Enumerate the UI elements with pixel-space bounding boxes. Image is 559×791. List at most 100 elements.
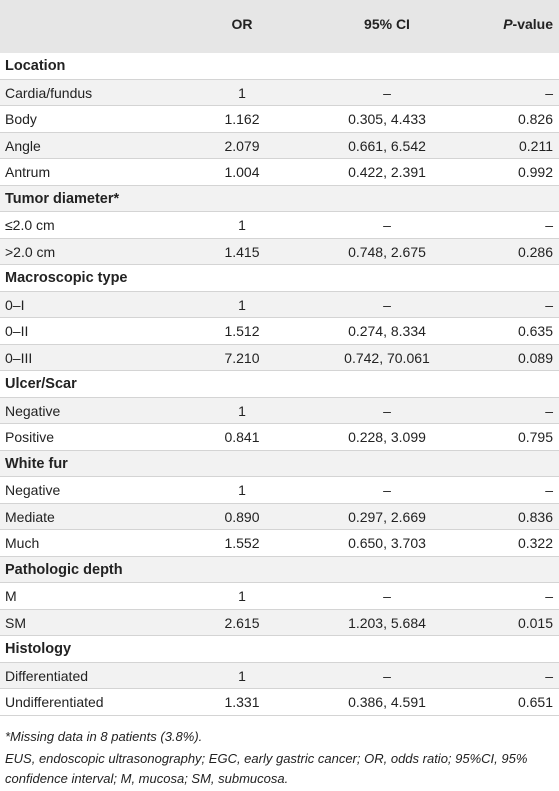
header-or: OR: [231, 16, 253, 32]
section-row: Pathologic depth: [0, 556, 559, 583]
cell-p-value: 0.992: [517, 164, 553, 180]
cell-or: 2.079: [224, 137, 260, 154]
section-row: Histology: [0, 636, 559, 663]
table-row: Differentiated 1 – –: [0, 662, 559, 689]
row-label: Body: [5, 111, 37, 127]
cell-p-value: –: [545, 217, 553, 233]
row-label: Undifferentiated: [5, 694, 104, 710]
cell-or: 1: [238, 667, 246, 684]
cell-p-value: 0.015: [517, 614, 553, 631]
cell-or: 1: [238, 402, 246, 419]
table-row: Mediate 0.890 0.297, 2.669 0.836: [0, 503, 559, 530]
cell-p-value: 0.795: [517, 429, 553, 445]
row-label: 0–II: [5, 323, 29, 339]
footnote-abbreviations: EUS, endoscopic ultrasonography; EGC, ea…: [5, 751, 528, 786]
cell-p-value: 0.635: [517, 323, 553, 339]
table-row: >2.0 cm 1.415 0.748, 2.675 0.286: [0, 238, 559, 265]
row-label: ≤2.0 cm: [5, 217, 55, 233]
table-row: Undifferentiated 1.331 0.386, 4.591 0.651: [0, 689, 559, 716]
row-label: SM: [5, 614, 26, 631]
table-row: 0–I 1 – –: [0, 291, 559, 318]
header-p-suffix: -value: [512, 16, 553, 32]
cell-ci: 0.422, 2.391: [348, 164, 426, 180]
cell-p-value: 0.651: [517, 694, 553, 710]
cell-ci: –: [383, 296, 391, 313]
row-label: M: [5, 588, 17, 604]
cell-or: 1.004: [224, 164, 260, 180]
row-label: Mediate: [5, 508, 55, 525]
section-label: White fur: [5, 455, 68, 472]
cell-or: 0.890: [224, 508, 260, 525]
section-row: Ulcer/Scar: [0, 371, 559, 398]
row-label: 0–I: [5, 296, 25, 313]
section-label: Pathologic depth: [5, 561, 123, 578]
table-row: Angle 2.079 0.661, 6.542 0.211: [0, 132, 559, 159]
cell-p-value: –: [545, 296, 553, 313]
cell-ci: 0.742, 70.061: [344, 349, 430, 366]
cell-or: 1.331: [224, 694, 260, 710]
row-label: Angle: [5, 137, 41, 154]
cell-or: 1: [238, 588, 246, 604]
cell-ci: 1.203, 5.684: [348, 614, 426, 631]
cell-or: 1: [238, 482, 246, 498]
table-row: Antrum 1.004 0.422, 2.391 0.992: [0, 159, 559, 186]
section-row: Location: [0, 53, 559, 80]
table-body: Location Cardia/fundus 1 – – Body 1.162 0.305, …: [0, 53, 559, 716]
cell-or: 1.162: [224, 111, 260, 127]
cell-or: 1: [238, 296, 246, 313]
table-row: Negative 1 – –: [0, 397, 559, 424]
row-label: Much: [5, 535, 40, 551]
cell-ci: 0.297, 2.669: [348, 508, 426, 525]
cell-p-value: 0.286: [517, 243, 553, 260]
cell-ci: 0.661, 6.542: [348, 137, 426, 154]
row-label: Cardia/fundus: [5, 84, 93, 101]
cell-or: 0.841: [224, 429, 260, 445]
cell-ci: –: [383, 84, 391, 101]
cell-p-value: –: [545, 588, 553, 604]
row-label: Negative: [5, 482, 61, 498]
table-row: 0–III 7.210 0.742, 70.061 0.089: [0, 344, 559, 371]
cell-p-value: 0.211: [519, 137, 553, 154]
cell-ci: –: [383, 588, 391, 604]
cell-ci: 0.650, 3.703: [348, 535, 426, 551]
cell-or: 1.415: [224, 243, 260, 260]
header-ci: 95% CI: [364, 16, 410, 32]
section-label: Ulcer/Scar: [5, 376, 77, 392]
cell-p-value: –: [545, 667, 553, 684]
row-label: Differentiated: [5, 667, 89, 684]
section-label: Tumor diameter*: [5, 190, 120, 207]
cell-ci: –: [383, 667, 391, 684]
cell-p-value: –: [545, 402, 553, 419]
row-label: 0–III: [5, 349, 33, 366]
cell-p-value: –: [545, 84, 553, 101]
cell-ci: 0.386, 4.591: [348, 694, 426, 710]
table-row: SM 2.615 1.203, 5.684 0.015: [0, 609, 559, 636]
cell-ci: 0.748, 2.675: [348, 243, 426, 260]
cell-p-value: –: [545, 482, 553, 498]
table-row: Positive 0.841 0.228, 3.099 0.795: [0, 424, 559, 451]
cell-or: 1.512: [224, 323, 260, 339]
section-label: Location: [5, 58, 66, 74]
cell-ci: –: [383, 482, 391, 498]
cell-ci: 0.228, 3.099: [348, 429, 426, 445]
section-label: Histology: [5, 641, 72, 657]
footnote-missing: *Missing data in 8 patients (3.8%).: [5, 729, 203, 744]
header-p-value: P-value: [503, 16, 553, 32]
table-header: OR 95% CI P-value: [0, 0, 559, 53]
cell-ci: –: [383, 402, 391, 419]
cell-p-value: 0.322: [517, 535, 553, 551]
section-row: Tumor diameter*: [0, 185, 559, 212]
section-label: Macroscopic type: [5, 270, 128, 286]
cell-ci: 0.305, 4.433: [348, 111, 426, 127]
cell-or: 2.615: [224, 614, 260, 631]
cell-ci: –: [383, 217, 391, 233]
table-row: ≤2.0 cm 1 – –: [0, 212, 559, 239]
cell-or: 1: [238, 84, 246, 101]
table-row: Negative 1 – –: [0, 477, 559, 504]
row-label: >2.0 cm: [5, 243, 56, 260]
cell-ci: 0.274, 8.334: [348, 323, 426, 339]
table-row: 0–II 1.512 0.274, 8.334 0.635: [0, 318, 559, 345]
cell-or: 7.210: [224, 349, 260, 366]
row-label: Negative: [5, 402, 61, 419]
